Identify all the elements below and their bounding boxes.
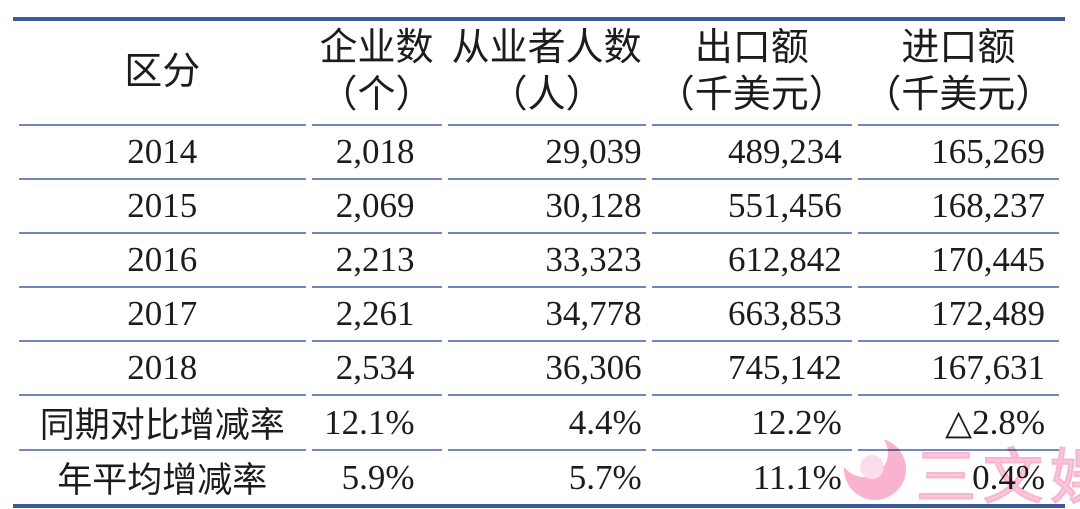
table-cell-enterprises: 2,018 (311, 126, 442, 180)
table-cell-imports: 167,631 (857, 342, 1059, 396)
column-header-unit: （千美元） (863, 74, 1054, 116)
column-header-enterprises: 企业数 （个） (311, 21, 442, 126)
column-header-label: 区分 (124, 50, 201, 93)
table-cell-exports: 663,853 (651, 288, 852, 342)
table-cell-employees: 30,128 (447, 180, 646, 234)
table-cell-employees: 29,039 (447, 126, 646, 180)
table-cell-exports: 551,456 (651, 180, 852, 234)
column-header-label: 进口额 (901, 27, 1016, 69)
table-row-2014: 2014 2,018 29,039 489,234 165,269 (19, 126, 1059, 180)
table-cell-imports: 0.4% (972, 457, 1045, 497)
column-header-label: 从业者人数 (451, 27, 642, 69)
table-cell-exports: 489,234 (651, 126, 852, 180)
table-cell-exports: 11.1% (752, 457, 842, 497)
table-cell-imports: 165,269 (857, 126, 1059, 180)
table-cell-imports: 170,445 (857, 234, 1059, 288)
table-row-2015: 2015 2,069 30,128 551,456 168,237 (19, 180, 1059, 234)
column-header-employees: 从业者人数 （人） (447, 21, 646, 126)
column-header-label: 出口额 (694, 27, 809, 69)
column-header-label: 企业数 (319, 27, 434, 69)
column-header-exports: 出口额 （千美元） (651, 21, 852, 126)
table-row-2017: 2017 2,261 34,778 663,853 172,489 (19, 288, 1059, 342)
table-cell-metric: 年平均增减率 (57, 461, 268, 500)
table-row-yoy-change: 同期对比增减率 12.1% 4.4% 12.2% △2.8% (19, 396, 1059, 451)
table-cell-employees: 5.7% (568, 457, 642, 497)
table-cell-enterprises: 5.9% (341, 457, 415, 497)
table-cell-enterprises: 12.1% (311, 396, 442, 451)
table-row-avg-annual-change: 年平均增减率 5.9% 5.7% 11.1% 0.4% (19, 451, 1059, 504)
table-cell-imports: △2.8% (857, 396, 1059, 451)
table-cell-enterprises: 2,261 (311, 288, 442, 342)
table-cell-imports: 168,237 (857, 180, 1059, 234)
table-cell-year: 2017 (19, 288, 306, 342)
table-cell-employees: 33,323 (447, 234, 646, 288)
table-cell-enterprises: 2,213 (311, 234, 442, 288)
table-cell-enterprises: 2,069 (311, 180, 442, 234)
table-cell-employees: 4.4% (447, 396, 646, 451)
table-cell-imports: 172,489 (857, 288, 1059, 342)
table-cell-year: 2014 (19, 126, 306, 180)
table-cell-exports: 612,842 (651, 234, 852, 288)
table-cell-exports: 745,142 (651, 342, 852, 396)
column-header-unit: （个） (319, 74, 434, 116)
column-header-imports: 进口额 （千美元） (857, 21, 1059, 126)
table-cell-employees: 34,778 (447, 288, 646, 342)
table-cell-exports: 12.2% (651, 396, 852, 451)
column-header-unit: （千美元） (656, 74, 847, 116)
table-row-2016: 2016 2,213 33,323 612,842 170,445 (19, 234, 1059, 288)
table-cell-employees: 36,306 (447, 342, 646, 396)
table-cell-year: 2015 (19, 180, 306, 234)
statistics-table: 区分 企业数 （个） 从业者人数 （人） 出口额 （千美元） (13, 21, 1065, 504)
table-cell-year: 2016 (19, 234, 306, 288)
statistics-table-wrap: 区分 企业数 （个） 从业者人数 （人） 出口额 （千美元） (13, 17, 1065, 508)
column-header-unit: （人） (489, 74, 604, 116)
table-row-2018: 2018 2,534 36,306 745,142 167,631 (19, 342, 1059, 396)
table-cell-enterprises: 2,534 (311, 342, 442, 396)
table-cell-metric: 同期对比增减率 (19, 396, 306, 451)
table-cell-year: 2018 (19, 342, 306, 396)
column-header-category: 区分 (19, 21, 306, 126)
header-row: 区分 企业数 （个） 从业者人数 （人） 出口额 （千美元） (19, 21, 1059, 126)
